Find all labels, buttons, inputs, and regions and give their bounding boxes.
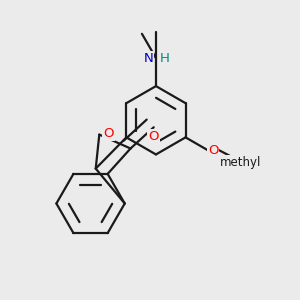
Text: O: O [103, 127, 114, 140]
Text: methyl: methyl [220, 156, 261, 169]
Text: N: N [144, 52, 153, 64]
Text: H: H [159, 52, 169, 64]
Text: O: O [208, 144, 218, 157]
Text: O: O [148, 130, 159, 143]
